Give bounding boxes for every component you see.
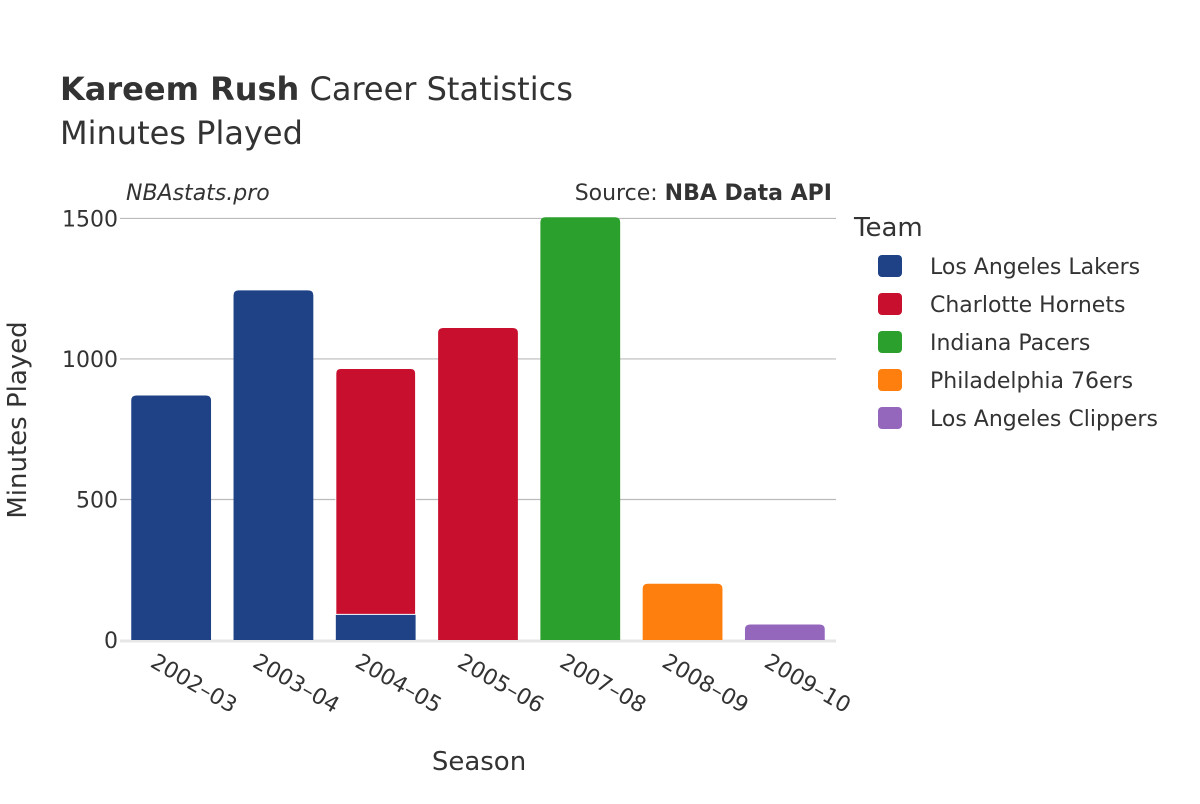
x-tick-label: 2009–10 [760, 650, 855, 719]
x-axis-title: Season [432, 747, 526, 777]
source-name: NBA Data API [665, 181, 832, 206]
legend-label: Los Angeles Clippers [930, 407, 1158, 432]
x-axis: 2002–03 2003–04 2004–05 2005–06 2007–08 2008–… [146, 650, 854, 719]
chart-subtitle: Minutes Played [60, 114, 303, 152]
legend-title: Team [853, 213, 923, 243]
chart-title-bold: Kareem Rush [60, 70, 299, 108]
bar-charlotte-hornets-2004–05 [335, 368, 417, 615]
legend-label: Charlotte Hornets [930, 293, 1125, 318]
legend-item[interactable]: Los Angeles Clippers [878, 407, 1158, 432]
watermark: NBAstats.pro [126, 181, 270, 206]
legend: Team Los Angeles Lakers Charlotte Hornets… [853, 213, 1158, 432]
x-tick-label: 2008–09 [658, 650, 753, 719]
legend-item[interactable]: Philadelphia 76ers [878, 369, 1133, 394]
bar-charlotte-hornets-2005–06 [438, 328, 518, 640]
legend-label: Philadelphia 76ers [930, 369, 1133, 394]
x-tick-label: 2005–06 [453, 650, 548, 719]
bar-los-angeles-clippers-2009–10 [744, 624, 825, 640]
bars [131, 217, 825, 640]
bar-los-angeles-lakers-2002–03 [131, 395, 212, 640]
legend-swatch [878, 407, 902, 429]
legend-item[interactable]: Charlotte Hornets [878, 293, 1125, 318]
bar-los-angeles-lakers-2004–05 [335, 614, 416, 640]
y-tick-label: 500 [76, 488, 118, 513]
bar-indiana-pacers-2007–08 [540, 217, 621, 640]
legend-swatch [878, 255, 902, 277]
legend-swatch [878, 293, 902, 315]
bar-los-angeles-lakers-2003–04 [233, 290, 314, 640]
x-tick-label: 2002–03 [146, 650, 241, 719]
y-tick-label: 1000 [62, 348, 118, 373]
legend-label: Los Angeles Lakers [930, 255, 1140, 280]
bar-philadelphia-76ers-2008–09 [642, 583, 723, 640]
legend-swatch [878, 331, 902, 353]
x-tick-label: 2007–08 [555, 650, 650, 719]
legend-item[interactable]: Indiana Pacers [878, 331, 1090, 356]
source-prefix: Source: [575, 181, 665, 206]
y-tick-label: 1500 [62, 207, 118, 232]
y-axis-title: Minutes Played [3, 321, 33, 518]
y-tick-label: 0 [104, 629, 118, 654]
legend-item[interactable]: Los Angeles Lakers [878, 255, 1140, 280]
source-note: Source: NBA Data API [575, 181, 832, 206]
y-axis: 0 500 1000 1500 [62, 207, 118, 654]
legend-label: Indiana Pacers [930, 331, 1090, 356]
legend-swatch [878, 369, 902, 391]
chart-title: Kareem Rush Career Statistics [60, 70, 573, 108]
chart-title-rest: Career Statistics [299, 70, 573, 108]
x-tick-label: 2003–04 [248, 650, 343, 719]
x-tick-label: 2004–05 [351, 650, 446, 719]
